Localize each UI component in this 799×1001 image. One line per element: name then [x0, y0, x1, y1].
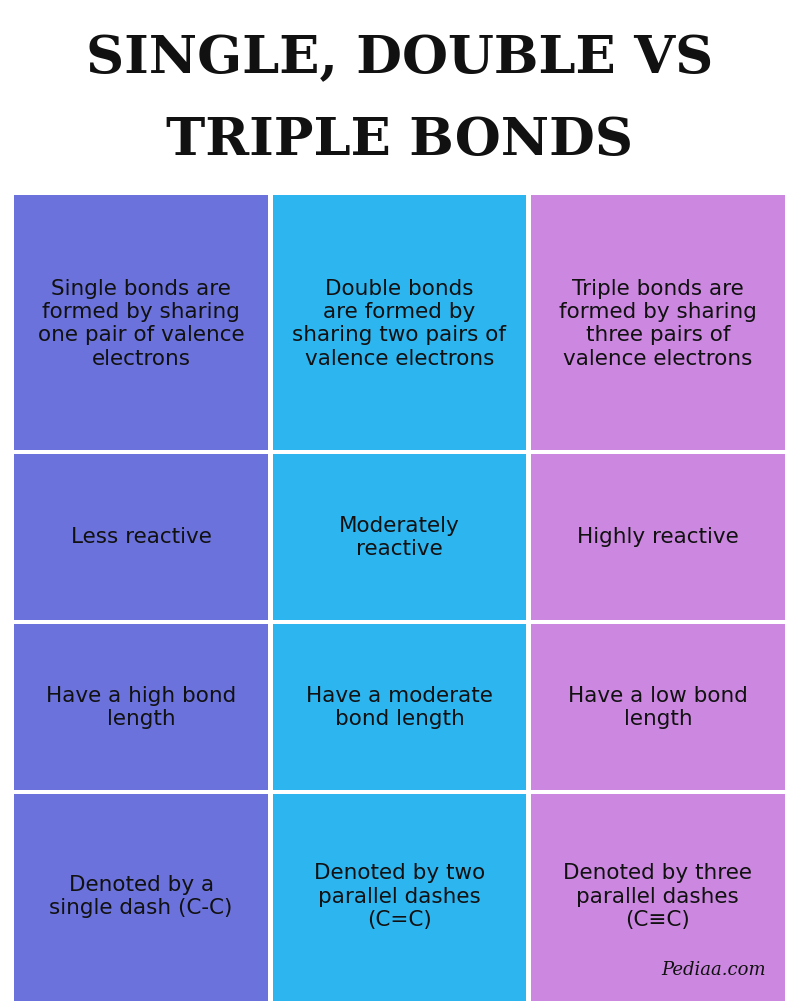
Text: Highly reactive: Highly reactive [577, 528, 739, 548]
Text: Pediaa.com: Pediaa.com [662, 961, 766, 979]
Bar [14, 790, 785, 794]
Bar [527, 195, 531, 1001]
Text: Triple bonds are
formed by sharing
three pairs of
valence electrons: Triple bonds are formed by sharing three… [559, 279, 757, 368]
Text: Have a moderate
bond length: Have a moderate bond length [306, 686, 493, 729]
Text: TRIPLE BONDS: TRIPLE BONDS [166, 115, 633, 166]
Bar [14, 450, 785, 454]
Bar [14, 621, 785, 625]
Bar [531, 195, 785, 1001]
Text: Less reactive: Less reactive [71, 528, 212, 548]
Bar [268, 195, 272, 1001]
Text: Denoted by a
single dash (C-C): Denoted by a single dash (C-C) [50, 875, 233, 918]
Text: Have a low bond
length: Have a low bond length [568, 686, 748, 729]
Text: Single bonds are
formed by sharing
one pair of valence
electrons: Single bonds are formed by sharing one p… [38, 279, 244, 368]
Text: Double bonds
are formed by
sharing two pairs of
valence electrons: Double bonds are formed by sharing two p… [292, 279, 507, 368]
Bar [268, 195, 272, 1001]
Bar [272, 195, 527, 1001]
Text: SINGLE, DOUBLE VS: SINGLE, DOUBLE VS [85, 33, 714, 84]
Bar [268, 195, 272, 1001]
Bar [527, 195, 531, 1001]
Text: Denoted by two
parallel dashes
(C=C): Denoted by two parallel dashes (C=C) [314, 864, 485, 930]
Text: Denoted by three
parallel dashes
(C≡C): Denoted by three parallel dashes (C≡C) [563, 864, 753, 930]
Bar [527, 195, 531, 1001]
Text: Have a high bond
length: Have a high bond length [46, 686, 237, 729]
Bar [527, 195, 531, 1001]
Bar [268, 195, 272, 1001]
Bar [14, 195, 268, 1001]
Text: Moderately
reactive: Moderately reactive [339, 516, 460, 559]
